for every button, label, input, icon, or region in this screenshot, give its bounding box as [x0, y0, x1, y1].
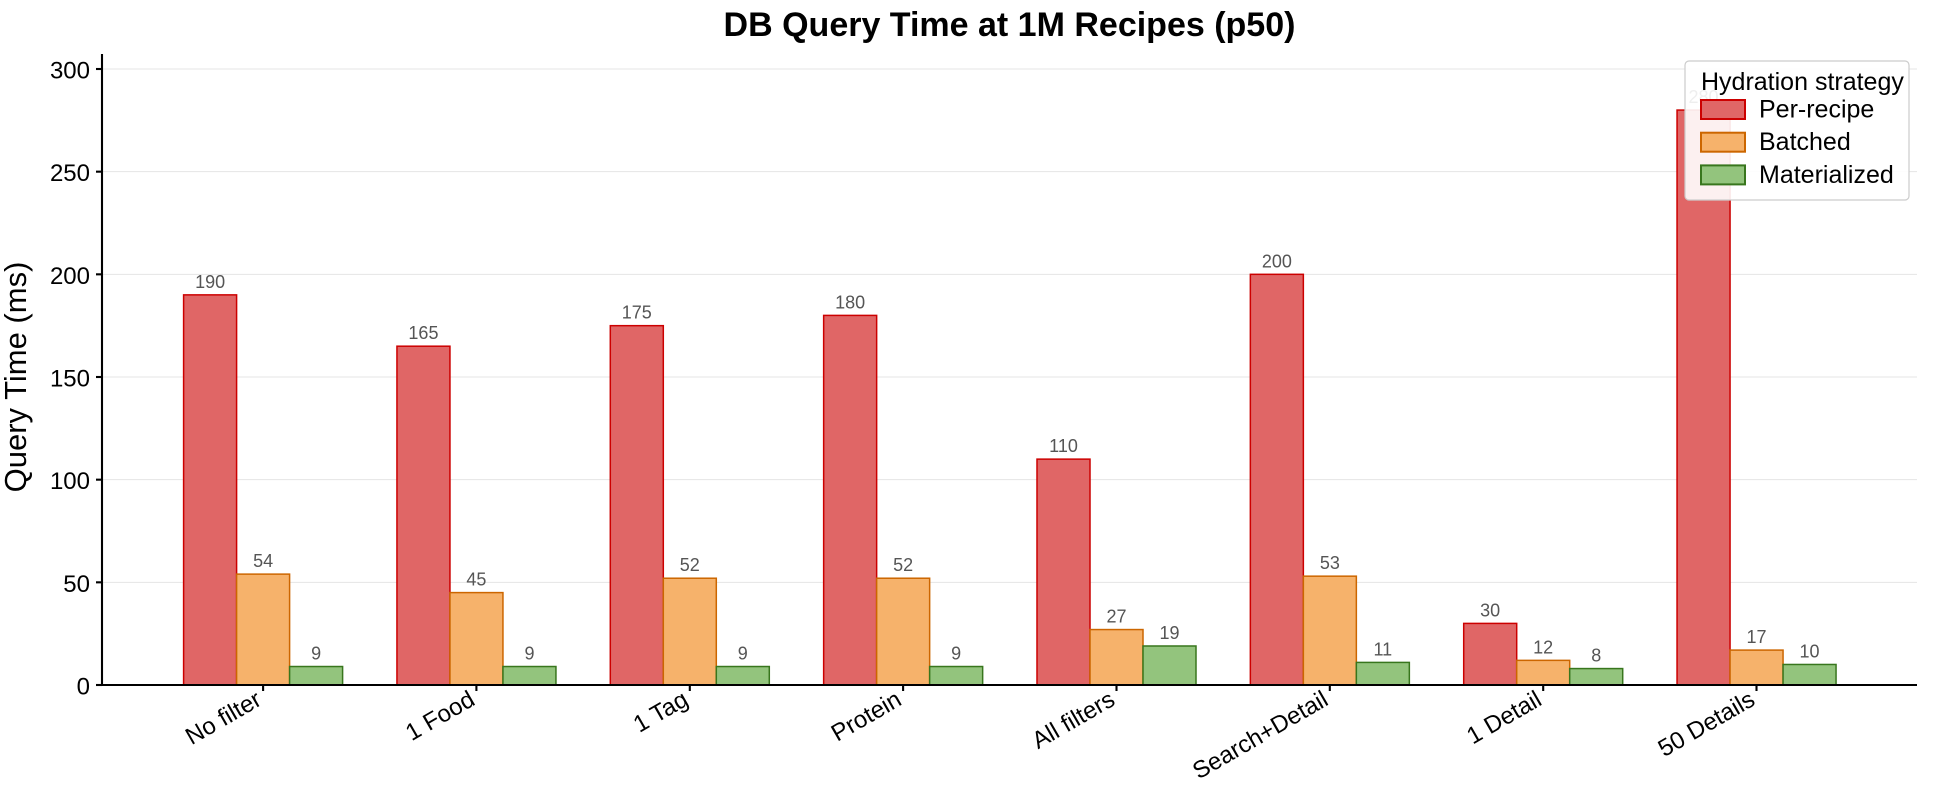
- svg-text:12: 12: [1533, 637, 1553, 657]
- svg-text:19: 19: [1159, 623, 1179, 643]
- svg-text:54: 54: [253, 551, 273, 571]
- svg-text:200: 200: [1262, 251, 1292, 271]
- svg-text:100: 100: [50, 468, 90, 495]
- svg-text:53: 53: [1320, 553, 1340, 573]
- svg-text:190: 190: [195, 272, 225, 292]
- svg-text:175: 175: [622, 303, 652, 323]
- svg-text:8: 8: [1591, 646, 1601, 666]
- svg-text:250: 250: [50, 160, 90, 187]
- svg-text:300: 300: [50, 58, 90, 85]
- svg-text:50: 50: [63, 571, 90, 598]
- svg-text:Hydration strategy: Hydration strategy: [1701, 68, 1904, 96]
- svg-text:10: 10: [1800, 641, 1820, 661]
- svg-text:180: 180: [835, 292, 865, 312]
- svg-text:200: 200: [50, 263, 90, 290]
- svg-text:17: 17: [1747, 627, 1767, 647]
- svg-text:150: 150: [50, 366, 90, 393]
- svg-text:Query Time (ms): Query Time (ms): [0, 262, 33, 493]
- svg-text:9: 9: [311, 644, 321, 664]
- svg-text:45: 45: [466, 570, 486, 590]
- svg-text:9: 9: [738, 644, 748, 664]
- svg-text:Per-recipe: Per-recipe: [1759, 96, 1874, 124]
- svg-text:Materialized: Materialized: [1759, 161, 1894, 189]
- svg-text:52: 52: [680, 555, 700, 575]
- svg-text:9: 9: [524, 644, 534, 664]
- svg-text:110: 110: [1049, 436, 1078, 456]
- svg-text:9: 9: [951, 644, 961, 664]
- svg-text:27: 27: [1106, 607, 1126, 627]
- svg-text:52: 52: [893, 555, 913, 575]
- svg-text:0: 0: [77, 674, 90, 701]
- svg-text:165: 165: [408, 323, 438, 343]
- svg-text:Batched: Batched: [1759, 128, 1851, 156]
- svg-text:30: 30: [1480, 600, 1500, 620]
- svg-text:11: 11: [1374, 639, 1393, 659]
- svg-text:DB Query Time at 1M Recipes (p: DB Query Time at 1M Recipes (p50): [724, 6, 1296, 44]
